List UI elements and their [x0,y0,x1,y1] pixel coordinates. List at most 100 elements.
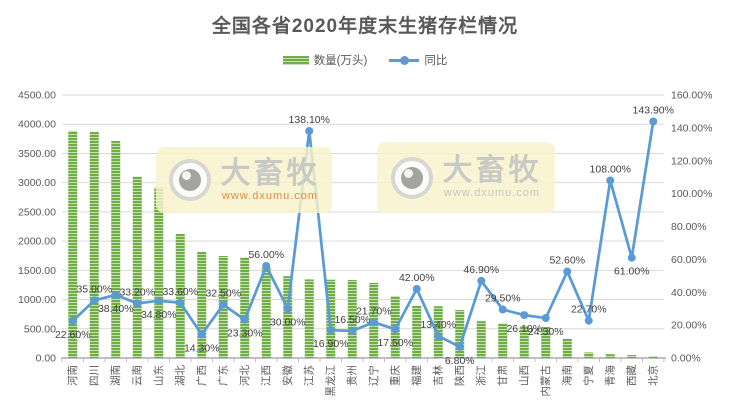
right-axis-tick: 80.00% [671,221,707,233]
data-label-海南: 52.60% [549,255,585,267]
category-label-山东: 山东 [152,365,165,386]
line-marker-山西 [520,311,529,320]
legend-item-yoy: 同比 [389,52,447,68]
data-label-河南: 22.60% [55,329,91,341]
chart-title: 全国各省2020年度末生猪存栏情况 [211,16,519,37]
data-label-宁夏: 22.70% [571,304,607,316]
line-marker-吉林 [434,331,443,340]
data-label-河北: 23.30% [227,328,263,340]
data-label-重庆: 17.50% [377,337,413,349]
data-label-山东: 34.80% [141,309,177,321]
watermark-brand: 大畜牧 [442,154,542,187]
bar-福建 [412,305,422,358]
line-marker-辽宁 [369,318,378,327]
watermark-left: 大畜牧 www.dxumu.com [156,147,332,213]
bar-河北 [240,257,250,358]
line-marker-河北 [240,315,249,324]
data-label-黑龙江: 16.90% [313,338,349,350]
line-marker-福建 [412,284,421,293]
left-axis-tick: 2000.00 [18,236,56,248]
bar-湖北 [175,233,185,358]
data-label-浙江: 46.90% [463,264,499,276]
bar-河南 [68,130,78,358]
data-label-陕西: 6.80% [445,355,475,367]
bar-山东 [154,187,164,358]
category-label-甘肃: 甘肃 [496,365,509,386]
data-label-贵州: 16.50% [334,314,370,326]
watermark-eye-logo-icon [168,159,211,201]
line-marker-北京 [649,117,658,126]
bar-北京 [648,356,658,358]
left-axis-tick: 4500.00 [18,90,56,102]
category-label-吉林: 吉林 [431,365,444,386]
data-label-四川: 35.00% [76,283,112,295]
left-axis-tick: 3000.00 [18,177,56,189]
line-marker-宁夏 [584,316,593,325]
data-label-北京: 143.90% [633,104,674,116]
category-label-黑龙江: 黑龙江 [324,365,337,397]
category-label-四川: 四川 [88,365,100,386]
category-label-湖北: 湖北 [174,365,186,386]
left-axis-tick: 0.00 [36,353,57,365]
bar-内蒙古 [541,327,551,358]
category-label-青海: 青海 [603,365,616,386]
line-marker-河南 [68,316,77,325]
line-marker-青海 [606,176,615,185]
category-label-湖南: 湖南 [109,365,122,386]
line-marker-湖北 [176,298,185,307]
line-marker-安徽 [283,304,292,313]
line-marker-江西 [262,261,271,270]
category-label-陕西: 陕西 [453,365,466,386]
category-label-广东: 广东 [216,365,229,386]
category-label-安徽: 安徽 [281,365,294,386]
line-marker-广东 [219,300,228,309]
right-axis-tick: 60.00% [671,254,707,266]
bar-西藏 [627,355,637,358]
line-series-swatch-icon [389,55,420,65]
bar-陕西 [455,310,465,358]
line-marker-贵州 [348,326,357,335]
bar-江西 [261,267,271,358]
bar-浙江 [476,321,486,358]
category-label-广西: 广西 [196,365,208,386]
data-label-吉林: 13.40% [420,319,456,331]
bar-series-swatch-icon [282,55,309,65]
watermark-brand: 大畜牧 [220,156,320,190]
category-label-浙江: 浙江 [475,365,487,386]
category-label-海南: 海南 [560,365,573,386]
line-marker-海南 [563,267,572,276]
left-axis-tick: 4000.00 [18,119,56,131]
line-marker-山东 [154,296,163,305]
bar-四川 [89,131,99,358]
line-marker-浙江 [477,276,486,285]
left-axis-tick: 1500.00 [18,265,56,277]
bar-湖南 [111,140,121,358]
right-axis-tick: 0.00% [671,353,701,365]
data-label-湖南: 38.40% [98,303,134,315]
line-marker-重庆 [391,325,400,334]
watermark-eye-logo-icon [390,156,433,199]
legend-item-quantity: 数量(万头) [282,52,367,68]
right-axis-tick: 100.00% [671,188,712,200]
data-label-安徽: 30.00% [270,317,306,329]
yoy-line [71,120,655,349]
data-label-内蒙古: 24.30% [528,326,564,338]
right-axis-tick: 40.00% [671,287,707,299]
data-label-云南: 33.20% [119,286,155,298]
line-marker-陕西 [455,342,464,351]
category-label-河南: 河南 [66,365,79,386]
data-label-西藏: 61.00% [614,266,650,278]
data-label-福建: 42.00% [399,272,435,284]
category-label-宁夏: 宁夏 [582,365,595,386]
category-label-江苏: 江苏 [302,365,315,386]
category-label-江西: 江西 [260,365,272,386]
left-axis-tick: 2500.00 [18,206,56,218]
data-label-辽宁: 21.70% [356,305,392,317]
bar-广西 [197,251,207,358]
data-label-湖北: 33.60% [162,286,198,298]
category-label-河北: 河北 [239,365,251,386]
right-axis-tick: 140.00% [671,122,712,134]
bar-宁夏 [584,352,594,358]
